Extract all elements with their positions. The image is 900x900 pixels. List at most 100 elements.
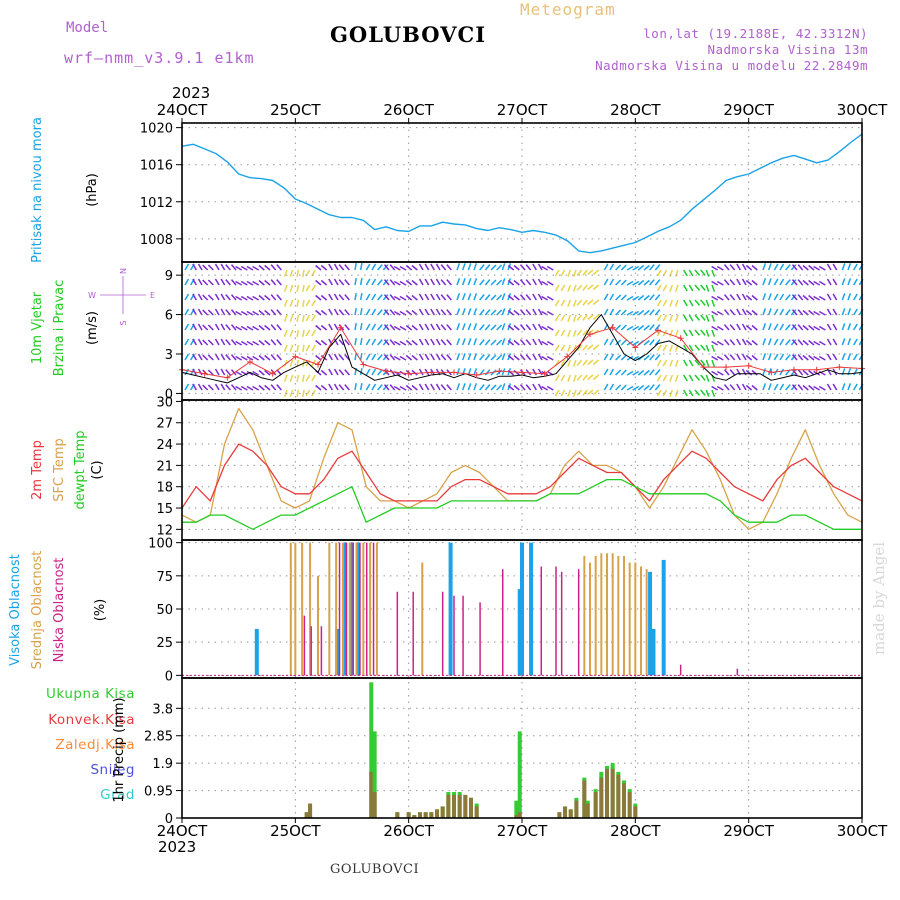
legend-total-precip: Ukupna Kisa	[46, 686, 135, 702]
wind-barb	[626, 310, 634, 316]
cloud-mid-bar	[611, 553, 614, 676]
wind-barb	[615, 384, 622, 391]
wind-barb	[674, 299, 679, 307]
precip-convective-bar	[474, 806, 479, 818]
wind-barb	[405, 339, 413, 346]
wind-barb	[276, 324, 282, 331]
wind-barb	[456, 383, 461, 391]
wind-barb	[377, 324, 383, 331]
wind-barb	[283, 314, 288, 322]
wind-barb	[785, 339, 791, 346]
wind-barb	[214, 368, 220, 376]
wind-barb	[729, 369, 736, 376]
wind-barb	[688, 284, 694, 292]
wind-barb	[435, 278, 441, 286]
wind-barb	[289, 344, 294, 352]
wind-barb	[389, 324, 396, 331]
wind-barb	[576, 314, 583, 321]
wind-barb	[456, 308, 461, 316]
precip-total-bar	[514, 800, 519, 818]
wind-barb	[490, 309, 497, 316]
cloud-mid-label: Srednja Oblacnost	[30, 551, 45, 670]
wind-barb	[328, 353, 333, 361]
wind-barb	[496, 279, 503, 286]
wind-barb	[276, 279, 282, 286]
temp-axis-tick-label: 15	[156, 502, 173, 517]
wind-barb	[456, 338, 461, 346]
wind-barb	[192, 278, 197, 286]
wind-barb	[377, 384, 383, 391]
wind-barb	[283, 299, 288, 307]
wind-barb	[246, 310, 254, 316]
wind-barb	[711, 340, 719, 346]
wind-barb	[315, 279, 322, 286]
wind-barb	[741, 293, 747, 301]
wind-barb	[252, 385, 260, 391]
wind-barb	[853, 293, 858, 301]
wind-barb	[582, 344, 588, 351]
wind-barb	[382, 354, 389, 361]
wind-barb	[705, 284, 710, 292]
wind-barb	[197, 368, 203, 376]
wind-barb	[853, 278, 858, 286]
wind-barb	[496, 339, 503, 346]
wind-barb	[637, 384, 645, 391]
wind-barb	[626, 370, 634, 376]
wind-barb	[354, 352, 357, 361]
wind-barb	[649, 264, 655, 271]
wind-barb	[632, 325, 640, 331]
wind-barb	[541, 355, 549, 361]
wind-barb	[779, 278, 785, 286]
wind-barb	[688, 269, 694, 277]
wind-barb	[791, 369, 798, 376]
wind-barb	[270, 354, 277, 361]
wind-barb	[716, 280, 724, 286]
wind-barb	[683, 314, 688, 322]
wind-barb	[507, 264, 515, 271]
wind-barb	[389, 279, 396, 286]
wind-barb	[626, 265, 634, 271]
precip-convective-bar	[514, 815, 519, 818]
temp-sfc-label: SFC Temp	[52, 438, 67, 502]
wind-barb	[240, 355, 248, 361]
wind-barb	[841, 338, 846, 346]
wind-barb	[662, 374, 668, 382]
wind-barb	[214, 293, 220, 301]
wind-barb	[711, 265, 719, 271]
wind-barb	[344, 309, 350, 316]
wind-barb	[741, 278, 747, 286]
wind-barb	[399, 280, 407, 286]
precip-convective-bar	[463, 794, 468, 818]
wind-barb	[328, 263, 333, 271]
wind-barb	[333, 323, 339, 331]
wind-barb	[513, 354, 520, 361]
wind-barb	[338, 264, 345, 271]
wind-barb	[473, 338, 478, 346]
wind-barb	[615, 369, 622, 376]
wind-barb	[393, 385, 401, 391]
wind-barb	[853, 263, 858, 271]
cloud-mid-bar	[309, 542, 312, 676]
wind-barb	[683, 284, 688, 292]
wind-barb	[333, 353, 339, 361]
wind-barb	[537, 293, 543, 301]
wind-barb	[424, 383, 430, 391]
cloud-mid-bar	[589, 562, 591, 676]
wind-barb	[467, 263, 472, 271]
temp-axis-tick-label: 27	[156, 417, 173, 432]
wind-barb	[461, 323, 466, 331]
wind-barb	[694, 359, 701, 366]
precip-convective-bar	[599, 777, 604, 818]
wind-barb	[637, 264, 645, 271]
wind-barb	[669, 299, 674, 307]
wind-barb	[847, 278, 852, 286]
wind-barb	[270, 264, 277, 271]
wind-barb	[359, 292, 363, 301]
wind-barb	[418, 293, 424, 301]
wind-barb	[560, 269, 566, 277]
panel-frame	[181, 677, 863, 819]
wind-barb	[592, 344, 600, 351]
wind-barb	[525, 309, 532, 316]
wind-barb	[683, 299, 688, 307]
wind-barb	[344, 369, 350, 376]
